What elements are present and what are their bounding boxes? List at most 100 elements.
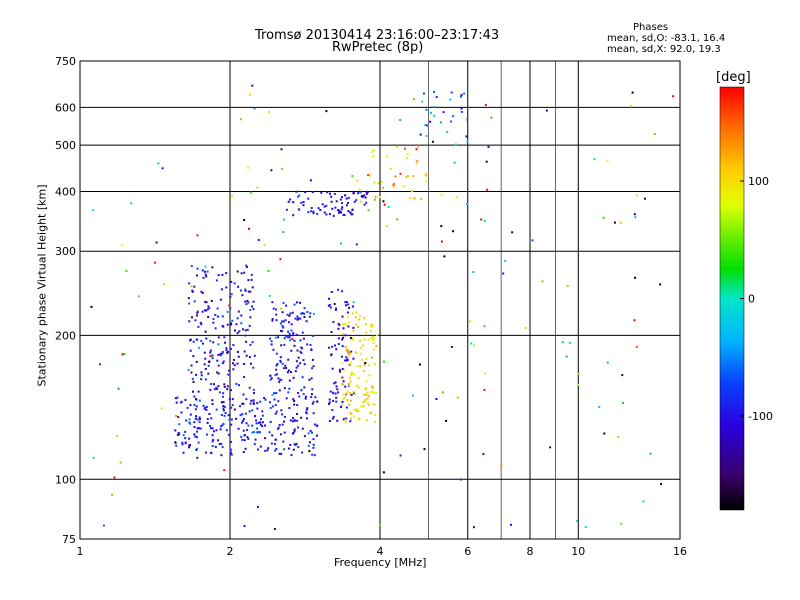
echo-point [345,417,348,420]
echo-point [222,405,225,407]
echo-point [211,427,214,430]
echo-point [176,434,179,436]
echo-point [341,290,344,293]
echo-point [218,443,221,446]
echo-point [216,279,218,282]
echo-point [375,391,378,394]
echo-point [297,356,300,359]
echo-point [307,211,310,214]
echo-point [288,407,291,409]
echo-point [466,140,469,143]
echo-point [301,312,304,315]
echo-point [289,339,292,342]
echo-point [245,398,248,401]
echo-point [244,300,247,303]
x-tick-label: 2 [227,545,234,558]
echo-point [211,357,214,360]
echo-point [211,266,214,269]
echo-point [352,357,355,360]
echo-point [253,354,256,357]
echo-point [341,338,344,341]
echo-point [281,320,283,323]
echo-point [196,447,199,450]
echo-point [355,311,358,314]
echo-point [284,416,286,418]
echo-point [352,329,355,332]
echo-point [502,272,505,275]
echo-point [236,362,239,365]
echo-point [222,409,225,412]
echo-point [270,442,273,445]
echo-point [374,196,377,198]
echo-point [229,448,232,451]
echo-point [372,338,375,341]
echo-point [377,182,380,185]
echo-point [268,111,270,113]
echo-point [424,124,427,126]
echo-point [367,174,370,177]
echo-point [296,349,299,352]
echo-point [613,221,616,224]
echo-point [194,408,197,411]
echo-point [239,118,242,121]
echo-point [279,258,282,261]
echo-point [420,198,423,201]
echo-point [302,393,305,395]
echo-point [311,453,314,456]
echo-point [192,355,195,358]
echo-point [304,191,307,194]
echo-point [214,327,217,330]
echo-point [216,315,219,318]
echo-point [225,349,228,352]
echo-point [361,195,364,197]
echo-point [223,405,226,408]
echo-point [291,338,294,341]
echo-point [242,451,245,453]
echo-point [331,409,334,411]
echo-point [264,437,267,440]
echo-point [187,297,190,300]
echo-point [351,175,354,178]
echo-point [335,307,337,310]
echo-point [225,286,228,289]
echo-point [348,376,351,379]
echo-point [340,406,342,408]
echo-point [189,404,192,407]
echo-point [500,465,503,468]
echo-point [250,273,253,276]
echo-point [593,158,596,161]
echo-point [221,446,224,449]
echo-point [270,343,273,346]
echo-point [312,334,315,337]
echo-point [343,396,346,399]
echo-point [281,423,284,426]
echo-point [406,175,409,178]
echo-point [99,363,102,366]
echo-point [90,305,93,308]
echo-point [300,201,303,204]
echo-point [188,418,191,421]
echo-point [229,452,232,455]
echo-point [363,203,366,206]
echo-point [287,391,290,394]
echo-point [244,412,247,415]
echo-point [191,377,194,380]
echo-point [337,209,339,212]
echo-point [332,415,335,418]
echo-point [345,359,348,362]
echo-point [298,194,301,197]
echo-point [271,394,274,397]
echo-point [271,405,274,408]
echo-point [287,321,290,324]
echo-point [355,243,358,246]
echo-point [274,374,277,377]
echo-point [358,417,361,420]
echo-point [271,301,274,304]
echo-point [465,135,468,138]
echo-point [326,191,329,194]
echo-point [119,461,122,464]
echo-point [433,114,436,117]
echo-point [239,289,242,292]
echo-point [269,374,272,377]
echo-point [285,304,288,307]
